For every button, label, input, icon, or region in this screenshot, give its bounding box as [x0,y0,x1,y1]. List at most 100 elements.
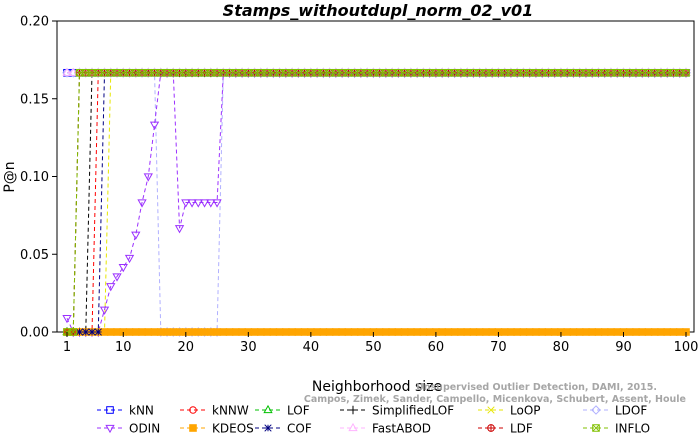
y-tick-label: 0.05 [20,248,49,263]
credit-line-2: Campos, Zimek, Sander, Campello, Micenko… [304,394,686,405]
series-point [363,328,371,336]
x-tick-label: 70 [490,340,507,355]
series-point [332,328,340,336]
legend-marker [348,422,358,432]
chart-title: Stamps_withoutdupl_norm_02_v01 [223,1,534,20]
y-tick-label: 0.10 [20,170,49,185]
series-point [563,328,572,336]
series-point [112,273,122,282]
series-point [199,199,210,208]
series-point [588,328,597,336]
legend-item-simplifiedlof: SimplifiedLOF [340,404,454,418]
series-point [344,328,353,336]
series-point [669,328,678,336]
series-point [632,328,640,336]
series-line [67,72,686,333]
series-point [118,264,128,273]
credit-line-1: Unsupervised Outlier Detection, DAMI, 20… [416,382,657,393]
series-point [144,328,153,336]
series-point [475,328,484,336]
series-point [156,328,165,336]
legend-marker [263,404,273,414]
series-point [525,328,534,336]
series-point [388,328,396,336]
series-point [463,328,471,336]
legend-item-cof: COF [255,422,312,434]
legend-item-loop: LoOP [478,404,541,418]
y-tick-label: 0.00 [20,326,49,341]
series-point [519,328,528,336]
series-point [213,328,221,336]
legend-label: LOF [287,404,310,418]
series-point [106,328,115,336]
series-point [444,328,453,336]
legend-item-fastabod: FastABOD [340,422,431,434]
series-point [319,328,328,336]
plot-frame [56,20,695,333]
x-tick-label: 40 [303,340,320,355]
legend-label: LoOP [510,404,541,418]
series-point [269,328,278,336]
series-point [100,328,109,336]
series-point [338,328,346,336]
series-point [75,328,84,336]
series-point [538,328,546,336]
legend-label: kNN [129,404,154,418]
legend-marker [487,406,495,414]
series-point [288,328,296,336]
legend-item-lof: LOF [255,404,310,418]
series-point [650,328,659,336]
series-point [275,328,284,336]
axes-layer: 1 10 20 30 40 50 60 70 80 90 100 0.00 0.05 0.10 0.15 0.… [20,15,698,356]
series-line [67,72,686,333]
series-line [67,72,686,333]
series-point [88,328,96,336]
series-point [675,328,684,336]
series-point [600,328,609,336]
series-point [69,328,78,336]
series-point [663,328,672,336]
series-point [313,328,321,336]
series-point [394,328,403,336]
series-point [174,225,185,234]
series-point [682,68,690,77]
legend-label: FastABOD [372,422,431,434]
series-point [188,328,196,336]
series-point [457,328,465,336]
series-point [212,199,222,208]
series-point [193,199,203,208]
legend-label: COF [287,422,312,434]
series-point [582,328,590,336]
legend-label: LDF [510,422,533,434]
series-point [413,328,421,336]
legend-label: ODIN [129,422,160,434]
legend-item-inflo: INFLO [583,422,650,434]
x-tick-label: 20 [178,340,195,355]
legend-marker [189,424,197,432]
legend-label: SimplifiedLOF [372,404,454,418]
series-point [644,328,653,336]
series-point [400,328,409,336]
series-point [575,328,584,336]
series-point [99,306,110,315]
legend-item-ldof: LDOF [583,404,647,418]
legend-item-odin: ODIN [97,422,160,434]
series-point [194,328,203,336]
series-line [67,72,686,333]
series-point [325,328,334,336]
series-point [482,328,490,336]
series-point [137,199,147,208]
series-point [232,328,240,336]
legend-marker [348,405,358,415]
series-point [257,328,265,336]
legend-item-ldf: LDF [478,422,533,434]
series-point [250,328,259,336]
series-layer [62,67,691,338]
series-line [67,72,686,333]
series-point [206,199,216,208]
series-point [638,328,647,336]
y-tick-label: 0.20 [20,15,49,30]
series-point [68,67,78,76]
series-point [382,328,390,336]
series-point [425,328,434,336]
